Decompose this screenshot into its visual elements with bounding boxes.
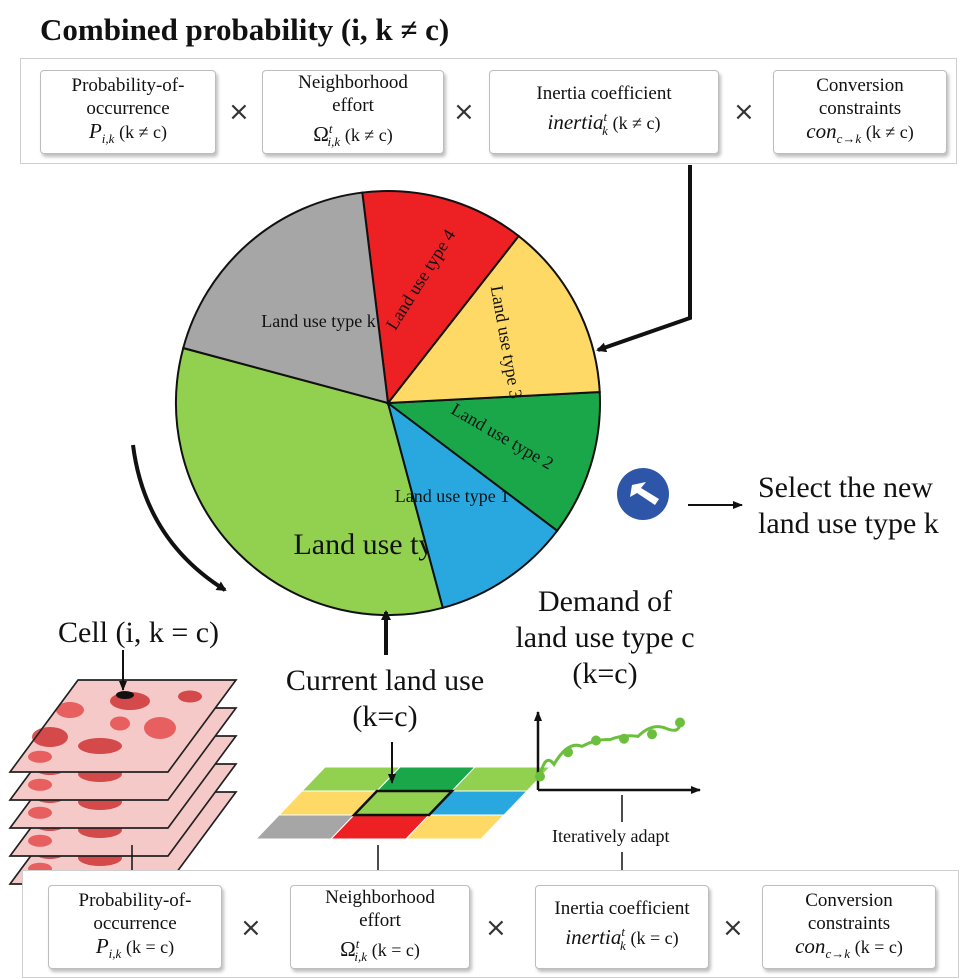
cell-layer-texture — [28, 750, 52, 763]
top-neighborhood-condition: (k ≠ c) — [344, 124, 393, 145]
demand-label-line1: Demand of — [537, 585, 673, 618]
pie-slice-5 — [182, 191, 390, 405]
top-neighborhood-symbol: Ωti,k — [313, 120, 341, 150]
arrow-pie-to-cells — [131, 444, 227, 592]
demand-point — [591, 735, 601, 746]
demand-chart — [534, 711, 701, 794]
bottom-times-2: × — [485, 913, 507, 943]
top-inertia-condition: (k ≠ c) — [612, 113, 661, 134]
cell-layer-texture — [28, 806, 52, 819]
top-conversion-box: Conversion constraints conc→k (k ≠ c) — [773, 70, 947, 154]
cell-layer-texture — [32, 727, 68, 747]
top-conversion-line2: constraints — [818, 97, 902, 119]
top-probability-symbol: Pi,k — [88, 118, 115, 147]
top-conversion-symbol: conc→k — [806, 118, 862, 147]
top-conversion-line1: Conversion — [816, 74, 904, 96]
demand-point — [647, 729, 657, 740]
current-land-use-line2: (k=c) — [352, 700, 418, 733]
demand-label-line3: (k=c) — [572, 657, 638, 690]
select-direction-icon — [617, 468, 669, 520]
cell-label: Cell (i, k = c) — [58, 616, 220, 649]
top-conversion-condition: (k ≠ c) — [865, 121, 914, 142]
bottom-neighborhood-symbol: Ωti,k — [340, 935, 367, 965]
highlighted-cell — [116, 691, 134, 699]
top-inertia-box: Inertia coefficient inertiatk (k ≠ c) — [489, 70, 719, 154]
pie-slice-label-1: Land use type 1 — [395, 486, 509, 506]
bottom-inertia-condition: (k = c) — [630, 928, 679, 949]
select-label-line2: land use type k — [758, 507, 939, 540]
pie-slice-3 — [385, 234, 601, 405]
bottom-conversion-symbol: conc→k — [795, 933, 850, 962]
bottom-neighborhood-line1: Neighborhood — [325, 886, 435, 908]
bottom-neighborhood-condition: (k = c) — [371, 939, 420, 960]
top-neighborhood-line1: Neighborhood — [298, 71, 408, 93]
bottom-conversion-line1: Conversion — [805, 889, 893, 911]
bottom-probability-condition: (k = c) — [126, 936, 175, 957]
bottom-neighborhood-box: Neighborhood effort Ωti,k (k = c) — [290, 885, 470, 969]
top-neighborhood-line2: effort — [332, 94, 374, 116]
cell-layer-texture — [56, 702, 84, 718]
pie-slice-label-5: Land use type k — [261, 311, 375, 331]
bottom-probability-box: Probability-of- occurrence Pi,k (k = c) — [48, 885, 222, 969]
current-land-use-grid — [254, 766, 552, 840]
cell-layer-texture — [110, 716, 130, 731]
grid-cell — [404, 814, 506, 840]
demand-point — [535, 771, 545, 782]
bottom-probability-line2: occurrence — [93, 912, 177, 934]
pie-slice-2 — [385, 390, 601, 533]
iteratively-adapt-label: Iteratively adapt — [548, 826, 674, 847]
pie-slice-1 — [386, 400, 559, 610]
top-inertia-symbol: inertiatk — [547, 109, 608, 138]
cell-layer-texture — [28, 778, 52, 791]
grid-center-cell — [351, 789, 455, 817]
top-probability-box: Probability-of- occurrence Pi,k (k ≠ c) — [40, 70, 216, 154]
demand-point — [675, 717, 685, 728]
bottom-neighborhood-line2: effort — [359, 909, 401, 931]
select-label-line1: Select the new — [758, 471, 933, 504]
current-land-use-line1: Current land use — [285, 664, 485, 697]
top-probability-line1: Probability-of- — [71, 74, 185, 96]
cell-layer-texture — [144, 717, 176, 739]
bottom-times-1: × — [240, 913, 262, 943]
demand-curve — [538, 722, 682, 777]
demand-point — [619, 733, 629, 744]
cell-layer-texture — [178, 690, 202, 703]
top-probability-condition: (k ≠ c) — [119, 121, 168, 142]
demand-label-line2: land use type c — [515, 621, 695, 654]
top-times-3: × — [733, 97, 755, 127]
bottom-inertia-symbol: inertiatk — [565, 924, 626, 953]
bottom-probability-symbol: Pi,k — [95, 933, 122, 962]
bottom-conversion-box: Conversion constraints conc→k (k = c) — [762, 885, 936, 969]
pie-slice-4 — [361, 190, 521, 406]
top-probability-line2: occurrence — [86, 97, 170, 119]
bottom-conversion-line2: constraints — [807, 912, 891, 934]
top-inertia-line1: Inertia coefficient — [536, 83, 672, 105]
demand-point — [563, 747, 573, 758]
top-times-2: × — [453, 97, 475, 127]
cell-layer-texture — [78, 738, 122, 754]
diagram-title: Combined probability (i, k ≠ c) — [40, 12, 450, 47]
bottom-conversion-condition: (k = c) — [854, 936, 903, 957]
cell-probability-layers — [8, 679, 238, 885]
cell-layer-texture — [28, 834, 52, 847]
bottom-inertia-box: Inertia coefficient inertiatk (k = c) — [535, 885, 709, 969]
top-times-1: × — [228, 97, 250, 127]
bottom-probability-line1: Probability-of- — [78, 889, 192, 911]
arrow-top-to-pie — [596, 165, 692, 353]
bottom-inertia-line1: Inertia coefficient — [554, 898, 690, 920]
top-neighborhood-box: Neighborhood effort Ωti,k (k ≠ c) — [262, 70, 444, 154]
bottom-times-3: × — [722, 913, 744, 943]
